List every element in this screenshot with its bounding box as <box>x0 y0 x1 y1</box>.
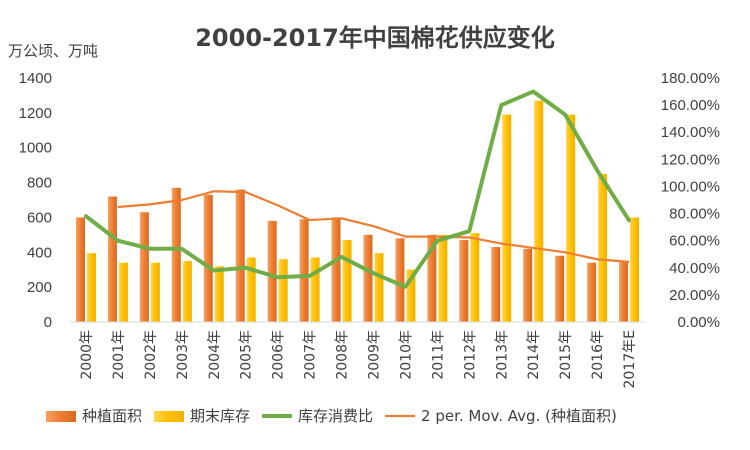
bar-ending-stock <box>86 253 96 322</box>
legend: 种植面积 期末库存 库存消费比 2 per. Mov. Avg. (种植面积) <box>46 407 617 425</box>
bar-planting-area <box>139 212 149 322</box>
y-axis-label: 万公顷、万吨 <box>8 42 98 60</box>
y2-tick-label: 40.00% <box>669 260 720 277</box>
x-tick-label: 2009年 <box>366 330 382 380</box>
bar-planting-area <box>619 261 629 322</box>
x-tick-label: 2003年 <box>175 330 191 380</box>
bar-planting-area <box>491 247 501 322</box>
y2-tick-label: 120.00% <box>661 151 720 168</box>
bar-ending-stock <box>246 257 256 322</box>
bar-planting-area <box>203 194 213 322</box>
bar-planting-area <box>299 219 309 322</box>
y2-tick-label: 0.00% <box>677 314 720 331</box>
bar-planting-area <box>555 255 565 322</box>
bar-planting-area <box>107 196 117 322</box>
x-tick-label: 2013年 <box>494 330 510 380</box>
bar-ending-stock <box>566 114 576 322</box>
bar-planting-area <box>235 189 245 322</box>
x-tick-label: 2006年 <box>271 330 287 380</box>
y-tick-label: 1200 <box>19 105 52 122</box>
bar-ending-stock <box>342 240 352 322</box>
y-tick-label: 1400 <box>19 70 52 87</box>
plot-area: 0 200 400 600 800 1000 1200 1400 0.00% 20.00% 40.0… <box>19 70 720 388</box>
y2-tick-label: 100.00% <box>661 178 720 195</box>
y-tick-label: 0 <box>44 314 52 331</box>
bar-ending-stock <box>374 253 384 322</box>
legend-label: 种植面积 <box>82 407 142 425</box>
x-tick-label: 2002年 <box>143 330 159 380</box>
bar-planting-area <box>587 262 597 322</box>
bar-ending-stock <box>310 257 320 322</box>
chart-title: 2000-2017年中国棉花供应变化 <box>195 24 555 52</box>
bar-ending-stock <box>278 259 288 322</box>
bar-planting-area <box>75 217 85 322</box>
y2-tick-label: 180.00% <box>661 70 720 87</box>
bar-ending-stock <box>438 234 448 322</box>
x-tick-label: 2001年 <box>111 330 127 380</box>
bar-ending-stock <box>598 173 608 322</box>
legend-label: 2 per. Mov. Avg. (种植面积) <box>421 407 617 425</box>
x-tick-label: 2012年 <box>462 330 478 380</box>
x-tick-label: 2011年 <box>430 330 446 380</box>
bar-planting-area <box>171 187 181 322</box>
bar-ending-stock <box>182 261 192 322</box>
bar-planting-area <box>267 220 277 322</box>
bar-ending-stock <box>118 262 128 322</box>
trend-line <box>117 190 630 263</box>
legend-label: 库存消费比 <box>298 407 373 425</box>
bar-ending-stock <box>406 269 416 322</box>
bar-ending-stock <box>214 266 224 322</box>
bar-ending-stock <box>502 114 512 322</box>
y-tick-label: 1000 <box>19 140 52 157</box>
bar-ending-stock <box>470 233 480 322</box>
x-tick-label: 2010年 <box>398 330 414 380</box>
bar-planting-area <box>427 234 437 322</box>
y-tick-label: 400 <box>27 244 52 261</box>
legend-label: 期末库存 <box>190 407 250 425</box>
bar-planting-area <box>523 248 533 322</box>
x-tick-label: 2017年E <box>622 330 638 388</box>
x-tick-label: 2014年 <box>526 330 542 380</box>
x-tick-label: 2015年 <box>558 330 574 380</box>
bar-planting-area <box>395 238 405 322</box>
x-tick-label: 2004年 <box>207 330 223 380</box>
y2-tick-label: 20.00% <box>669 287 720 304</box>
y2-tick-label: 140.00% <box>661 124 720 141</box>
y2-tick-label: 60.00% <box>669 233 720 250</box>
x-tick-label: 2000年 <box>79 330 95 380</box>
y-tick-label: 800 <box>27 175 52 192</box>
x-tick-label: 2016年 <box>590 330 606 380</box>
x-tick-label: 2007年 <box>303 330 319 380</box>
bar-ending-stock <box>150 262 160 322</box>
bar-planting-area <box>363 234 373 322</box>
series-line-stock-consumption-ratio <box>83 89 632 289</box>
bar-planting-area <box>459 240 469 322</box>
x-tick-label: 2008年 <box>335 330 351 380</box>
y-tick-label: 200 <box>27 279 52 296</box>
bar-planting-area <box>331 217 341 322</box>
bar-ending-stock <box>534 100 544 323</box>
y2-tick-label: 80.00% <box>669 206 720 223</box>
legend-swatch <box>154 411 185 422</box>
y2-tick-label: 160.00% <box>661 97 720 114</box>
x-tick-label: 2005年 <box>239 330 255 380</box>
y-tick-label: 600 <box>27 209 52 226</box>
bar-ending-stock <box>630 217 640 322</box>
legend-swatch <box>46 411 76 422</box>
